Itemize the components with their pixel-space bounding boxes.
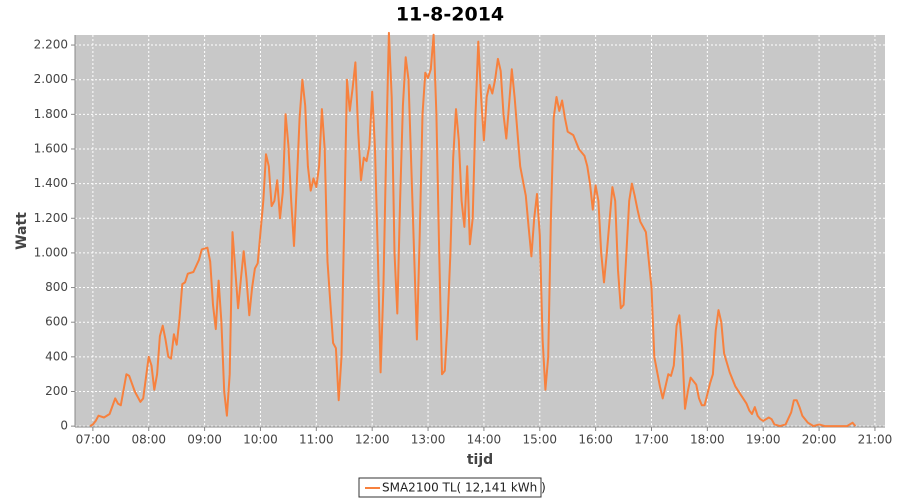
y-tick-label: 1.200 [34,211,68,225]
x-tick-label: 20:00 [802,433,837,447]
x-tick-label: 09:00 [187,433,222,447]
x-tick-label: 08:00 [131,433,166,447]
y-tick-label: 1.400 [34,176,68,190]
y-tick-label: 1.000 [34,245,68,259]
series-line [89,31,857,428]
y-tick-label: 1.800 [34,107,68,121]
y-tick-label: 600 [45,315,68,329]
y-tick-label: 0 [60,419,68,433]
x-tick-label: 15:00 [522,433,557,447]
x-tick-label: 18:00 [690,433,725,447]
y-axis-label: Watt [14,212,30,250]
x-tick-label: 14:00 [467,433,502,447]
x-axis-label: tijd [467,452,493,468]
y-tick-label: 800 [45,280,68,294]
x-tick-label: 21:00 [858,433,893,447]
y-tick-label: 2.200 [34,38,68,52]
y-tick-label: 400 [45,349,68,363]
legend-box [358,477,542,498]
x-tick-label: 13:00 [411,433,446,447]
y-tick-label: 2.000 [34,72,68,86]
x-tick-label: 07:00 [76,433,111,447]
x-tick-label: 11:00 [299,433,334,447]
plot-area [75,35,885,427]
x-tick-label: 19:00 [746,433,781,447]
x-tick-label: 16:00 [578,433,613,447]
y-tick-label: 200 [45,384,68,398]
y-tick-label: 1.600 [34,141,68,155]
x-tick-label: 12:00 [355,433,390,447]
x-tick-label: 17:00 [634,433,669,447]
legend-label: SMA2100 TL( 12,141 kWh ) [382,481,546,495]
chart-title: 11-8-2014 [396,4,504,26]
x-tick-label: 10:00 [243,433,278,447]
